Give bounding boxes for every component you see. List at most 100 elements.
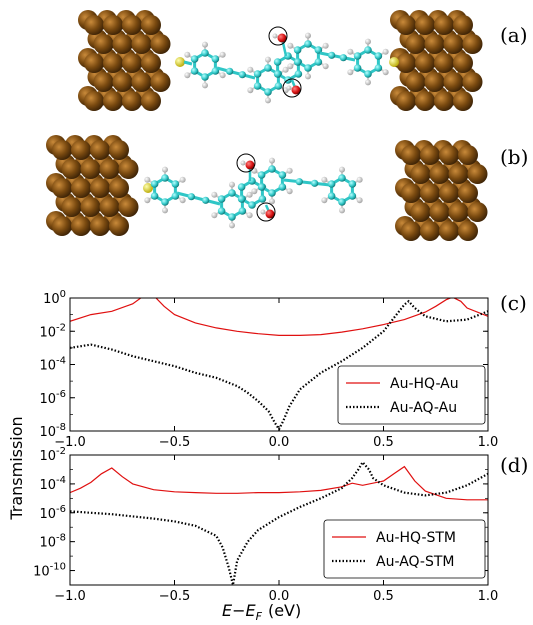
gold-atom (453, 15, 473, 35)
hydrogen-atom (179, 197, 186, 204)
hydrogen-atom (219, 72, 226, 79)
carbon-atom (150, 180, 159, 188)
hydrogen-atom (251, 188, 258, 195)
transmission-plot-c: −1.0 −0.5 0.0 0.5 1.0 100 10-2 10-4 10-6 10-8 Au-H… (39, 289, 498, 450)
panel-label-c: (c) (500, 291, 527, 315)
gold-atom (396, 53, 416, 73)
carbon-atom (161, 198, 169, 206)
hydrogen-atom (246, 212, 253, 219)
carbon-atom (268, 189, 276, 197)
gold-atom (462, 72, 483, 92)
gold-atom (84, 91, 104, 111)
hydrogen-atom (260, 209, 266, 215)
gold-atom (420, 221, 440, 241)
gold-atom (405, 34, 426, 54)
carbon-atom (238, 207, 247, 215)
gold-atom (71, 216, 91, 236)
hydrogen-atom (229, 181, 235, 188)
gold-atom (439, 221, 459, 241)
hydrogen-atom (282, 66, 289, 73)
structure-b (46, 135, 488, 241)
gold-atom (458, 221, 478, 241)
y-tick-label-d: 10-6 (39, 504, 66, 522)
gold-atom (141, 91, 161, 111)
hydrogen-atom (305, 32, 311, 39)
gold-atom (420, 145, 440, 165)
carbon-atom (374, 64, 383, 72)
gold-atom (458, 145, 478, 165)
hydrogen-atom (246, 191, 253, 198)
gold-atom (99, 197, 120, 217)
x-tick-label-c: 0.5 (373, 435, 394, 450)
legend-c: Au-HQ-Au Au-AQ-Au (337, 365, 486, 425)
carbon-atom (294, 70, 303, 78)
oxygen-atom (245, 160, 255, 170)
y-tick-label-c: 10-8 (39, 422, 66, 440)
gold-atom (71, 140, 91, 160)
hydrogen-atom (247, 87, 254, 94)
carbon-atom (257, 183, 266, 191)
gold-atom (434, 91, 454, 111)
panel-label-a: (a) (500, 23, 528, 47)
gold-atom (52, 216, 72, 236)
gold-electrode (46, 135, 139, 236)
gold-atom (71, 178, 91, 198)
gold-atom (420, 183, 440, 203)
carbon-atom (314, 58, 323, 66)
gold-atom (462, 34, 483, 54)
hydrogen-atom (347, 69, 354, 76)
highlight-circle (236, 153, 256, 173)
hydrogen-atom (287, 63, 294, 70)
panel-label-d: (d) (500, 453, 528, 477)
gold-atom (84, 15, 104, 35)
legend-box-c (337, 365, 486, 425)
gold-atom (84, 53, 104, 73)
hydrogen-atom (347, 48, 354, 55)
y-tick-label-c: 10-6 (39, 389, 66, 407)
x-tick-label-d: −1.0 (54, 589, 86, 604)
gold-electrode (395, 140, 488, 241)
hydrogen-atom (322, 63, 329, 70)
hydrogen-atom (184, 51, 191, 58)
carbon-atom (364, 46, 372, 54)
gold-atom (112, 72, 133, 92)
gold-atom (118, 159, 139, 179)
carbon-atom (187, 193, 195, 201)
sulfur-atom (389, 57, 399, 67)
hydrogen-atom (240, 160, 246, 166)
oxygen-atom (265, 209, 275, 219)
x-axis-title-sub: F (256, 610, 263, 623)
gold-atom (434, 15, 454, 35)
hydrogen-atom (356, 176, 363, 183)
structure-a (78, 10, 483, 111)
gold-atom (439, 183, 459, 203)
y-tick-label-d: 10-2 (39, 446, 66, 464)
carbon-atom (253, 82, 262, 90)
carbon-atom (327, 180, 336, 188)
bond (176, 191, 221, 206)
carbon-atom (293, 58, 302, 66)
gold-electrode (390, 10, 483, 111)
oxygen-atom (291, 85, 301, 95)
gold-atom (93, 72, 114, 92)
carbon-atom (253, 70, 262, 78)
carbon-atom (338, 174, 346, 182)
gold-atom (103, 91, 123, 111)
gold-atom (118, 197, 139, 217)
gold-atom (405, 72, 426, 92)
gold-atom (90, 140, 110, 160)
carbon-atom (217, 195, 226, 203)
gold-atom (52, 140, 72, 160)
sulfur-atom (175, 57, 185, 67)
carbon-atom (348, 192, 357, 200)
carbon-atom (348, 180, 357, 188)
hydrogen-atom (321, 176, 328, 183)
carbon-atom (258, 195, 267, 203)
carbon-atom (338, 198, 346, 206)
x-tick-label-c: −0.5 (159, 435, 191, 450)
carbon-atom (228, 213, 236, 221)
gold-atom (141, 53, 161, 73)
gold-electrode (78, 10, 171, 111)
gold-atom (122, 53, 142, 73)
